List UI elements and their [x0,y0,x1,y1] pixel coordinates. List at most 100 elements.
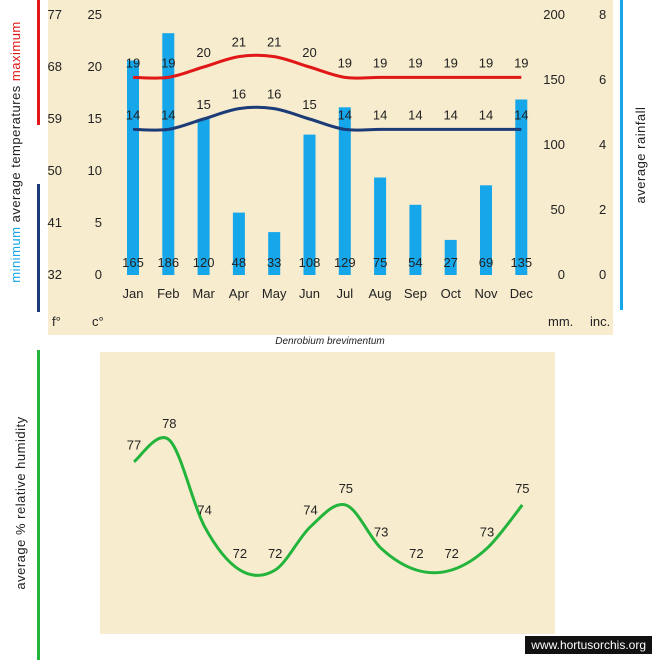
max-temp-label: 19 [408,55,422,70]
max-temp-label: 19 [479,55,493,70]
watermark: www.hortusorchis.org [525,636,652,654]
celsius-tick: 25 [88,7,102,22]
humidity-label: 72 [444,546,458,561]
rainfall-value-label: 129 [334,255,356,270]
month-label: Mar [192,286,215,301]
min-temp-label: 16 [267,87,281,102]
max-temp-label: 20 [302,45,316,60]
mm-unit: mm. [548,314,573,329]
max-temp-label: 19 [373,55,387,70]
max-temp-label: 19 [338,55,352,70]
max-temp-label: 20 [196,45,210,60]
rainfall-value-label: 135 [510,255,532,270]
maximum-indicator-bar [37,0,40,125]
humidity-line [133,436,524,577]
min-temp-label: 15 [302,97,316,112]
rainfall-bar [480,185,492,275]
rainfall-value-label: 33 [267,255,281,270]
humidity-label: 75 [515,481,529,496]
humidity-label: 72 [233,546,247,561]
fahrenheit-tick: 59 [48,111,62,126]
max-temp-label: 19 [514,55,528,70]
month-label: Nov [474,286,498,301]
max-temp-line [132,53,522,80]
humidity-label: 74 [197,503,211,518]
inch-tick: 4 [599,137,606,152]
rainfall-value-label: 54 [408,255,422,270]
min-temp-line [132,105,522,132]
mm-tick: 100 [543,137,565,152]
max-temp-label: 19 [126,55,140,70]
min-temp-label: 14 [161,107,175,122]
rainfall-bar [127,60,139,275]
humidity-label: 73 [374,524,388,539]
mm-tick: 50 [551,202,565,217]
rainfall-indicator-bar [620,0,623,310]
humidity-label: 72 [268,546,282,561]
mm-tick: 150 [543,72,565,87]
rainfall-value-label: 27 [443,255,457,270]
inch-tick: 2 [599,202,606,217]
rainfall-bar [409,204,422,275]
inch-tick: 0 [599,267,606,282]
humidity-label: 74 [303,503,317,518]
celsius-tick: 5 [95,215,102,230]
fahrenheit-unit: f° [52,314,61,329]
rainfall-value-label: 75 [373,255,387,270]
fahrenheit-tick: 50 [48,163,62,178]
min-temp-label: 14 [479,107,493,122]
celsius-tick: 0 [95,267,102,282]
min-temp-label: 14 [338,107,352,122]
rainfall-bar [268,232,281,275]
rainfall-bar [444,239,457,275]
rainfall-bar [232,212,245,275]
celsius-tick: 15 [88,111,102,126]
min-temp-label: 14 [408,107,422,122]
rainfall-bar [197,119,210,275]
rainfall-bar [338,107,351,275]
rainfall-value-label: 69 [479,255,493,270]
rainfall-value-label: 108 [299,255,321,270]
month-label: Jan [123,286,144,301]
inch-tick: 6 [599,72,606,87]
mm-tick: 200 [543,7,565,22]
fahrenheit-tick: 68 [48,59,62,74]
humidity-label: 77 [127,438,141,453]
celsius-unit: c° [92,314,104,329]
celsius-tick: 20 [88,59,102,74]
month-label: Oct [441,286,462,301]
month-label: Jun [299,286,320,301]
species-name: Denrobium brevimentum [275,336,385,347]
inch-unit: inc. [590,314,610,329]
rainfall-bar [515,99,528,275]
min-temp-label: 15 [196,97,210,112]
min-temp-label: 14 [443,107,457,122]
month-label: Aug [369,286,392,301]
mm-tick: 0 [558,267,565,282]
max-temp-label: 21 [267,35,281,50]
max-temp-label: 19 [161,55,175,70]
month-label: Sep [404,286,427,301]
fahrenheit-tick: 41 [48,215,62,230]
humidity-indicator-bar [37,350,40,660]
rainfall-bar [162,33,175,276]
month-label: Dec [510,286,534,301]
max-temp-label: 21 [232,35,246,50]
rainfall-bar [303,134,316,275]
humidity-label: 72 [409,546,423,561]
minimum-indicator-bar [37,184,40,312]
humidity-panel [100,352,555,634]
rainfall-bar [374,177,387,275]
humidity-label: 75 [339,481,353,496]
fahrenheit-tick: 32 [48,267,62,282]
humidity-label: 73 [480,524,494,539]
inch-tick: 8 [599,7,606,22]
celsius-tick: 10 [88,163,102,178]
month-label: Jul [336,286,353,301]
min-temp-label: 14 [373,107,387,122]
min-temp-label: 14 [126,107,140,122]
rainfall-value-label: 120 [193,255,215,270]
min-temp-label: 14 [514,107,528,122]
max-temp-label: 19 [443,55,457,70]
